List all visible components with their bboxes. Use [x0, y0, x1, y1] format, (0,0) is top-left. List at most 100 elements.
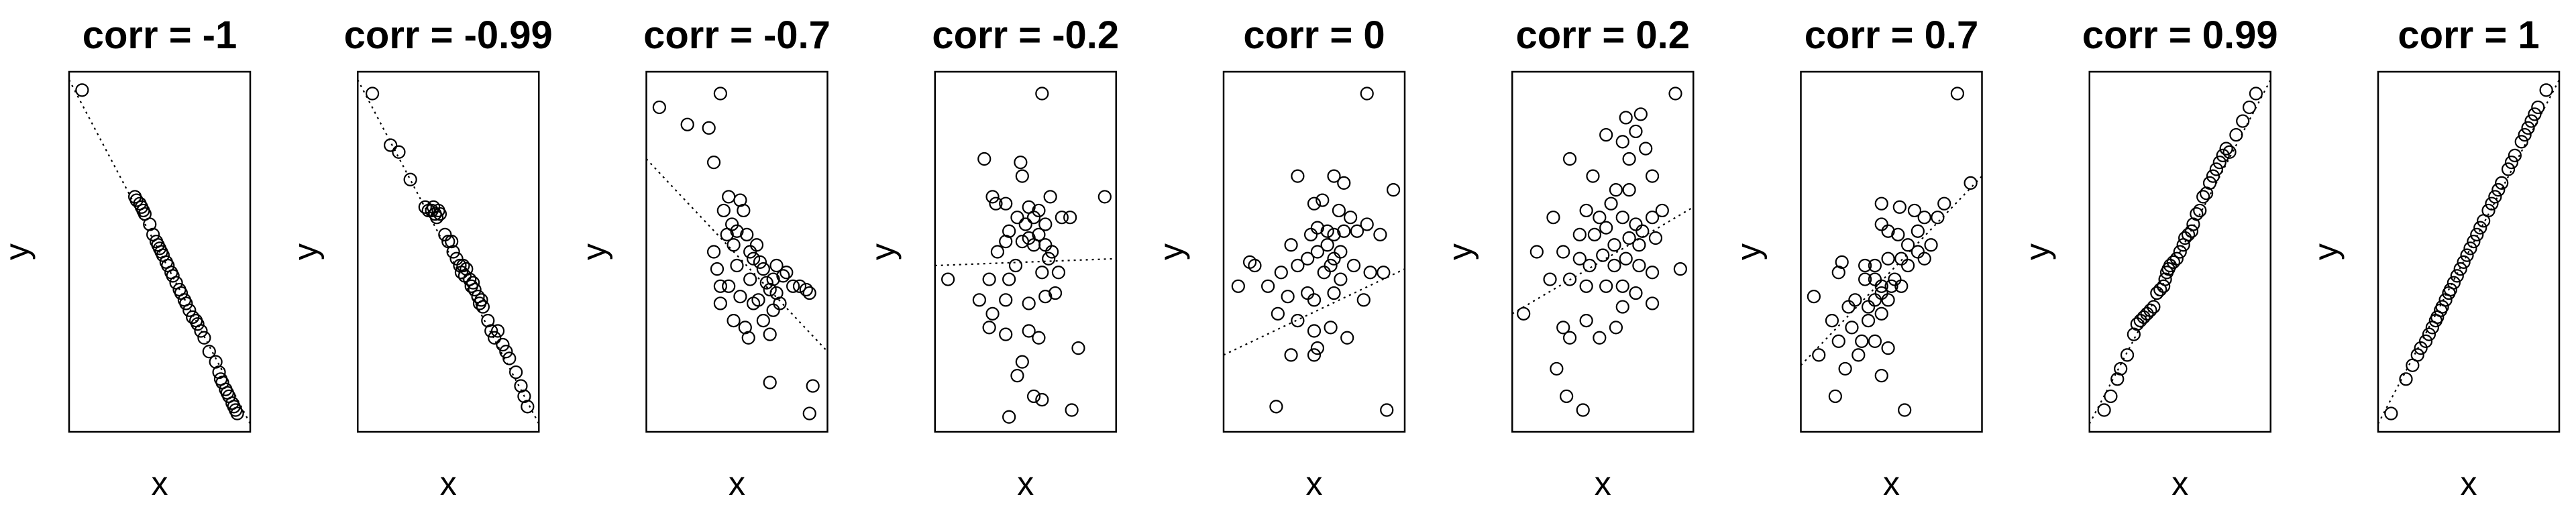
data-point: [2133, 314, 2147, 328]
plot-frame: [645, 70, 828, 433]
y-axis-label: y: [2019, 243, 2056, 260]
data-point: [1324, 258, 1338, 273]
data-point: [2242, 100, 2257, 115]
data-point: [1629, 286, 1643, 300]
data-point: [1828, 389, 1842, 404]
data-point: [1894, 251, 1909, 266]
data-point: [706, 245, 721, 259]
data-point: [1340, 331, 1354, 345]
data-point: [2410, 348, 2424, 362]
trend-line: [646, 158, 828, 353]
data-point: [730, 258, 744, 273]
data-point: [977, 152, 991, 166]
data-point: [2236, 114, 2250, 128]
data-point: [2120, 348, 2135, 362]
data-point: [1599, 127, 1613, 142]
data-point: [756, 262, 770, 276]
data-point: [763, 327, 777, 341]
data-point: [2249, 87, 2263, 101]
scatter-panel-8: corr = 0.99 x y: [2019, 13, 2278, 502]
data-point: [1881, 341, 1895, 355]
data-point: [1307, 348, 1322, 362]
data-point: [1303, 227, 1318, 241]
data-point: [1861, 300, 1876, 314]
data-point: [2447, 276, 2461, 290]
data-point: [722, 279, 736, 293]
panel-title: corr = 1: [2398, 13, 2539, 57]
data-point: [941, 272, 955, 286]
x-axis-label: x: [1017, 465, 1034, 502]
data-point: [1599, 279, 1613, 293]
data-point: [727, 238, 741, 252]
data-point: [1310, 245, 1325, 259]
data-point: [1884, 279, 1898, 293]
data-point: [1261, 279, 1275, 293]
plot-area: [2378, 79, 2559, 424]
data-point: [1845, 321, 1859, 335]
data-point: [1825, 314, 1839, 328]
data-point: [759, 276, 773, 290]
plot-area: [646, 87, 828, 420]
data-point: [2143, 303, 2157, 317]
data-point: [2485, 196, 2499, 211]
data-point: [2501, 162, 2516, 176]
data-point: [1377, 266, 1391, 280]
data-point: [749, 238, 764, 252]
data-point: [1841, 300, 1856, 314]
data-point: [773, 296, 787, 310]
scatter-panel-6: corr = 0.2 x y: [1441, 13, 1695, 502]
data-point: [1038, 290, 1053, 304]
data-point: [2453, 262, 2467, 276]
data-point: [706, 156, 721, 170]
data-point: [129, 193, 144, 207]
data-point: [1002, 272, 1016, 286]
data-point: [1363, 266, 1377, 280]
data-point: [1332, 203, 1346, 218]
scatter-panel-3: corr = -0.7 x y: [576, 13, 830, 502]
panel-title: corr = -0.99: [344, 13, 553, 57]
data-point: [1582, 258, 1597, 273]
data-point: [1812, 348, 1826, 362]
plot-frame: [357, 70, 540, 433]
data-point: [2539, 83, 2553, 97]
data-point: [186, 310, 200, 325]
data-point: [1615, 135, 1629, 149]
data-point: [1032, 227, 1046, 241]
data-point: [746, 251, 761, 266]
data-point: [1010, 369, 1024, 383]
data-point: [1291, 169, 1305, 183]
data-point: [1042, 251, 1056, 266]
data-point: [521, 400, 535, 414]
data-point: [2514, 135, 2528, 149]
data-point: [1386, 183, 1401, 197]
data-point: [1008, 258, 1023, 273]
data-point: [1043, 190, 1057, 204]
data-point: [1032, 331, 1046, 345]
data-point: [1868, 334, 1882, 348]
data-point: [1874, 196, 1888, 211]
data-point: [1587, 227, 1602, 241]
data-point: [1002, 410, 1016, 424]
trend-line: [2089, 79, 2271, 424]
panel-title: corr = 0: [1243, 13, 1385, 57]
plot-area: [358, 79, 539, 424]
data-point: [202, 345, 216, 359]
data-point: [466, 276, 480, 290]
panel-title: corr = -0.2: [932, 13, 1119, 57]
data-point: [1848, 293, 1862, 307]
data-point: [702, 121, 716, 135]
data-point: [392, 145, 406, 159]
data-point: [2169, 251, 2184, 266]
y-axis-label: y: [576, 243, 613, 260]
x-axis-label: x: [2171, 465, 2188, 502]
data-point: [1855, 334, 1869, 348]
data-point: [1048, 286, 1063, 300]
data-point: [476, 300, 490, 314]
x-axis-label: x: [1883, 465, 1900, 502]
data-point: [1301, 286, 1315, 300]
data-point: [1858, 258, 1872, 273]
data-point: [710, 262, 724, 276]
data-point: [1010, 211, 1024, 225]
data-point: [1964, 176, 1978, 190]
data-point: [730, 224, 744, 238]
